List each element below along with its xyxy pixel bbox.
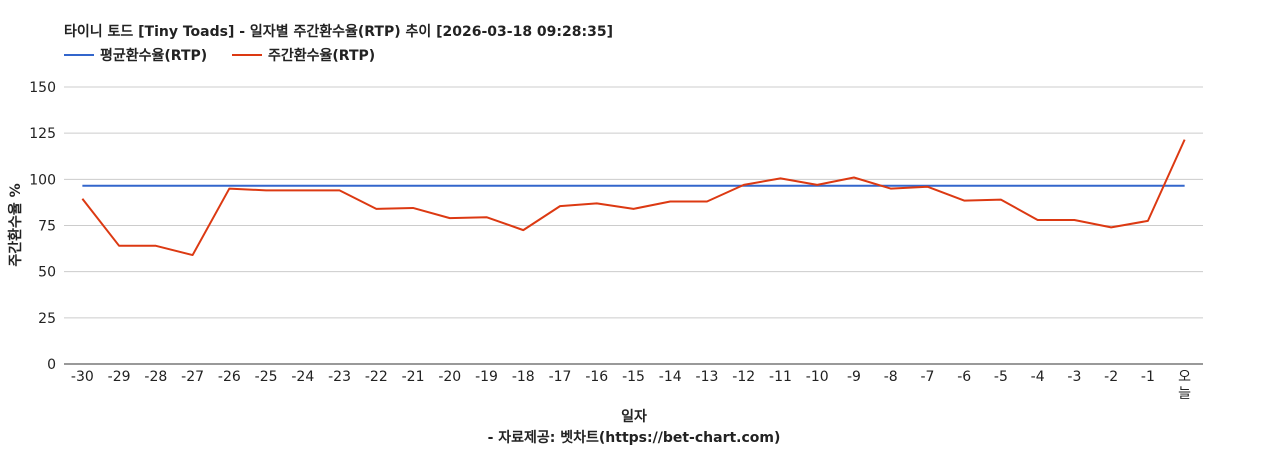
x-tick-label: -7 — [920, 369, 934, 385]
x-tick-label: -29 — [108, 369, 131, 385]
y-tick-label: 25 — [38, 311, 56, 327]
x-tick-label: -10 — [806, 369, 829, 385]
x-tick-label: -2 — [1104, 369, 1118, 385]
x-tick-label: -5 — [994, 369, 1008, 385]
y-axis-title: 주간환수율 % — [7, 183, 24, 266]
y-tick-label: 75 — [38, 219, 56, 235]
x-tick-label: -21 — [402, 369, 425, 385]
y-axis-ticks: 0 25 50 75 100 125 150 — [29, 80, 56, 373]
x-tick-label: -23 — [328, 369, 351, 385]
x-tick-label: -28 — [144, 369, 167, 385]
y-tick-label: 150 — [29, 80, 56, 96]
series-line-weekly — [81, 139, 1186, 257]
x-axis-title: 일자 — [621, 409, 647, 425]
x-tick-label: -18 — [512, 369, 535, 385]
x-tick-label: -9 — [847, 369, 861, 385]
grid — [64, 86, 1203, 365]
x-tick-label: -20 — [438, 369, 461, 385]
chart-title: 타이니 토드 [Tiny Toads] - 일자별 주간환수율(RTP) 추이 … — [64, 23, 613, 40]
x-tick-label: -1 — [1141, 369, 1155, 385]
x-tick-label: -25 — [255, 369, 278, 385]
x-axis-ticks: -30 -29 -28 -27 -26 -25 -24 -23 -22 -21 -20 -19 -18-… — [71, 369, 1191, 402]
legend: 평균환수율(RTP) 주간환수율(RTP) — [64, 47, 375, 64]
x-tick-label: -14 — [659, 369, 682, 385]
x-tick-label: -11 — [769, 369, 792, 385]
y-tick-label: 0 — [47, 357, 56, 373]
y-tick-label: 100 — [29, 172, 56, 188]
x-tick-label: -22 — [365, 369, 388, 385]
x-tick-label: -17 — [549, 369, 572, 385]
x-tick-label: -26 — [218, 369, 241, 385]
legend-label-average: 평균환수율(RTP) — [100, 47, 207, 64]
x-tick-label: -15 — [622, 369, 645, 385]
x-tick-label: -27 — [181, 369, 204, 385]
x-tick-label: -12 — [732, 369, 755, 385]
y-tick-label: 125 — [29, 126, 56, 142]
x-tick-label: -13 — [696, 369, 719, 385]
x-tick-label: -24 — [291, 369, 314, 385]
y-tick-label: 50 — [38, 265, 56, 281]
x-tick-label: -6 — [957, 369, 971, 385]
x-tick-label: -4 — [1031, 369, 1045, 385]
x-tick-label: -8 — [884, 369, 898, 385]
x-tick-label: -16 — [585, 369, 608, 385]
footer-source: - 자료제공: 벳차트(https://bet-chart.com) — [488, 429, 781, 446]
x-tick-label: -19 — [475, 369, 498, 385]
legend-label-weekly: 주간환수율(RTP) — [268, 47, 375, 64]
x-tick-label: -3 — [1067, 369, 1081, 385]
series — [81, 139, 1186, 257]
x-tick-label: -30 — [71, 369, 94, 385]
